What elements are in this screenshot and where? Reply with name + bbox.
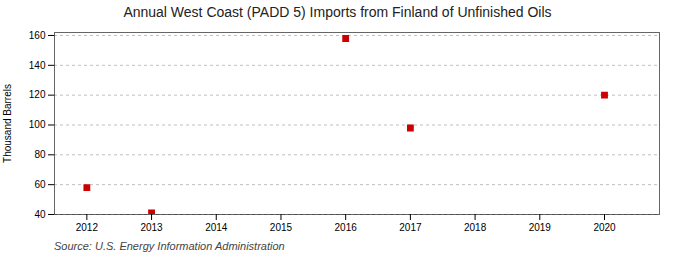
svg-text:60: 60 [34,179,46,190]
svg-text:2013: 2013 [140,222,163,233]
svg-text:2018: 2018 [464,222,487,233]
svg-text:2015: 2015 [270,222,293,233]
svg-text:2017: 2017 [399,222,422,233]
svg-text:2019: 2019 [529,222,552,233]
svg-text:80: 80 [34,149,46,160]
svg-text:Thousand Barrels: Thousand Barrels [2,84,13,163]
svg-text:2016: 2016 [335,222,358,233]
svg-text:120: 120 [29,89,46,100]
svg-text:2012: 2012 [76,222,99,233]
svg-text:140: 140 [29,60,46,71]
svg-text:100: 100 [29,119,46,130]
svg-text:2014: 2014 [205,222,228,233]
svg-text:40: 40 [34,209,46,220]
html-text:Source: U.S. Energy Informatio: Source: U.S. Energy Information Administ… [54,240,285,252]
svg-text:160: 160 [29,30,46,41]
svg-text:2020: 2020 [593,222,616,233]
html-text:Annual West Coast (PADD 5) Imp: Annual West Coast (PADD 5) Imports from … [123,4,552,20]
